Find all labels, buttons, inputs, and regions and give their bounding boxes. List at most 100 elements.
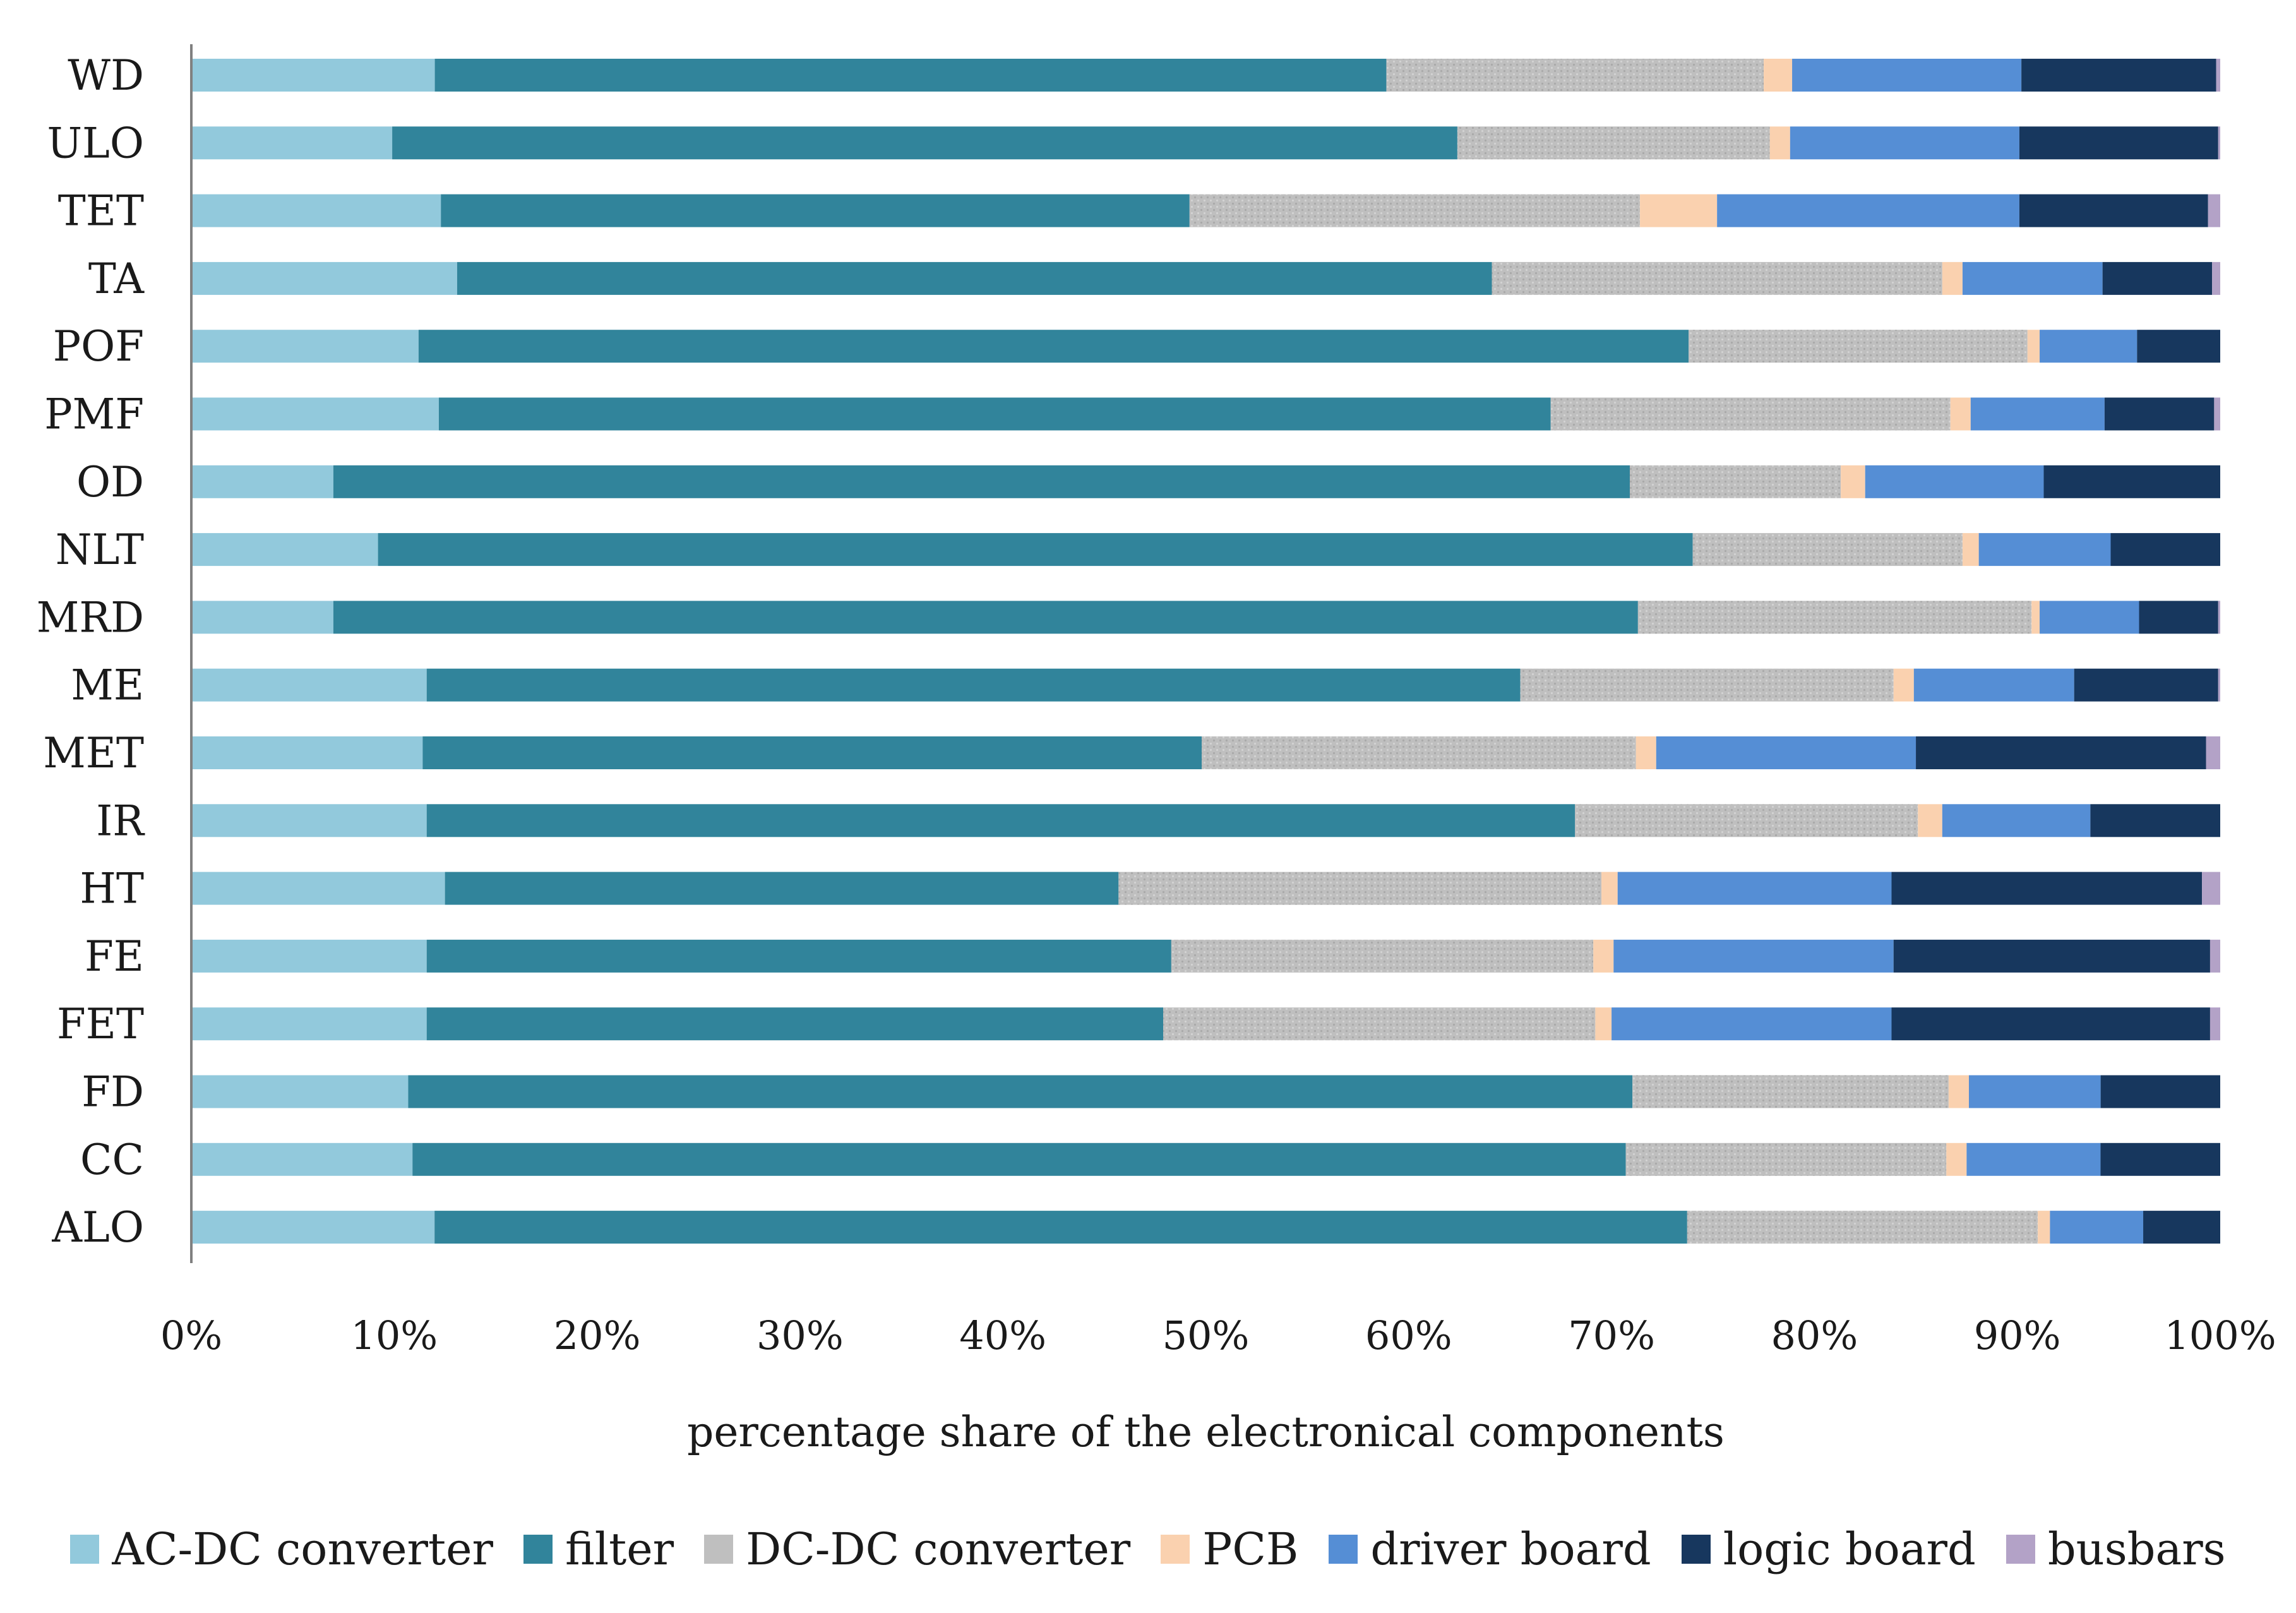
legend-label: DC-DC converter <box>746 1523 1131 1575</box>
category-label: ULO <box>47 119 144 167</box>
bar-ir-logic-board <box>2090 804 2220 837</box>
bar-cc-logic-board <box>2100 1142 2220 1176</box>
bar-ta-pcb <box>1942 261 1963 295</box>
x-axis-ticks: 0% 10% 20% 30% 40% 50% 60% 70% 80% 90% 100% <box>160 1312 2276 1358</box>
legend-label: driver board <box>1370 1523 1651 1575</box>
bar-me-ac-dc-converter <box>191 668 427 702</box>
bar-ht-busbars <box>2202 872 2220 905</box>
bar-fe-ac-dc-converter <box>191 939 427 973</box>
bar-tet-dc-dc-converter <box>1189 194 1641 227</box>
legend-swatch <box>1681 1535 1711 1564</box>
category-label: MET <box>43 729 144 777</box>
bar-wd-driver-board <box>1792 59 2022 92</box>
bar-ta-ac-dc-converter <box>191 261 457 295</box>
legend-item: AC-DC converter <box>70 1523 493 1575</box>
bar-ta-driver-board <box>1962 261 2103 295</box>
bar-ta-dc-dc-converter <box>1492 261 1942 295</box>
bar-wd-logic-board <box>2021 59 2216 92</box>
bar-tet-ac-dc-converter <box>191 194 441 227</box>
category-label: PMF <box>44 390 144 439</box>
bar-nlt-driver-board <box>1978 533 2111 567</box>
bar-alo-logic-board <box>2143 1211 2220 1244</box>
bar-ht-filter <box>445 872 1119 905</box>
legend-label: logic board <box>1723 1523 1976 1575</box>
legend: AC-DC converter filter DC-DC converter PCB d… <box>0 1523 2296 1575</box>
bar-fet-ac-dc-converter <box>191 1007 427 1041</box>
bar-ir-driver-board <box>1942 804 2091 837</box>
bar-mrd-ac-dc-converter <box>191 601 333 634</box>
bar-fd-logic-board <box>2100 1075 2220 1108</box>
bar-ulo-filter <box>392 126 1457 160</box>
legend-label: AC-DC converter <box>112 1523 493 1575</box>
bar-alo-ac-dc-converter <box>191 1211 435 1244</box>
legend-label: busbars <box>2047 1523 2226 1575</box>
legend-swatch <box>70 1535 100 1564</box>
bar-tet-logic-board <box>2019 194 2208 227</box>
bar-od-ac-dc-converter <box>191 465 333 498</box>
bar-fe-busbars <box>2209 939 2220 973</box>
bar-cc-dc-dc-converter <box>1625 1142 1947 1176</box>
bar-fet-driver-board <box>1611 1007 1892 1041</box>
bar-fet-pcb <box>1595 1007 1612 1041</box>
bar-mrd-busbars <box>2218 601 2220 634</box>
bar-ulo-ac-dc-converter <box>191 126 393 160</box>
bar-ir-filter <box>426 804 1576 837</box>
bar-tet-pcb <box>1640 194 1718 227</box>
bar-me-pcb <box>1893 668 1914 702</box>
bar-od-logic-board <box>2043 465 2220 498</box>
legend-item: PCB <box>1161 1523 1298 1575</box>
bar-tet-driver-board <box>1717 194 2019 227</box>
bar-alo-filter <box>434 1211 1687 1244</box>
bar-mrd-pcb <box>2031 601 2040 634</box>
category-label: CC <box>80 1136 144 1184</box>
bar-wd-busbars <box>2216 59 2220 92</box>
bar-mrd-filter <box>333 601 1638 634</box>
category-label: FD <box>81 1068 144 1117</box>
legend-item: busbars <box>2006 1523 2226 1575</box>
bar-met-driver-board <box>1656 736 1916 769</box>
x-tick-label: 0% <box>160 1312 222 1358</box>
bar-pof-pcb <box>2027 330 2040 363</box>
bar-ta-filter <box>457 261 1492 295</box>
bar-fe-logic-board <box>1893 939 2210 973</box>
bar-me-driver-board <box>1913 668 2074 702</box>
bar-pof-logic-board <box>2137 330 2220 363</box>
legend-swatch <box>1161 1535 1190 1564</box>
bar-fet-dc-dc-converter <box>1163 1007 1596 1041</box>
legend-item: DC-DC converter <box>704 1523 1130 1575</box>
bar-mrd-driver-board <box>2040 601 2139 634</box>
bar-wd-ac-dc-converter <box>191 59 435 92</box>
legend-swatch <box>523 1535 553 1564</box>
bar-pmf-ac-dc-converter <box>191 397 439 431</box>
legend-swatch <box>704 1535 734 1564</box>
bar-fd-filter <box>408 1075 1633 1108</box>
bar-alo-pcb <box>2038 1211 2050 1244</box>
bar-pmf-logic-board <box>2104 397 2215 431</box>
bar-fet-busbars <box>2209 1007 2220 1041</box>
bar-pmf-filter <box>438 397 1551 431</box>
legend-item: filter <box>523 1523 674 1575</box>
category-label: HT <box>80 865 144 913</box>
bar-nlt-dc-dc-converter <box>1692 533 1963 567</box>
bar-od-pcb <box>1841 465 1865 498</box>
x-tick-label: 30% <box>756 1312 844 1358</box>
bar-me-dc-dc-converter <box>1520 668 1894 702</box>
bar-ht-dc-dc-converter <box>1118 872 1602 905</box>
bar-fe-filter <box>426 939 1171 973</box>
bar-met-ac-dc-converter <box>191 736 423 769</box>
x-tick-label: 90% <box>1974 1312 2061 1358</box>
legend-label: PCB <box>1202 1523 1299 1575</box>
bar-ulo-driver-board <box>1790 126 2019 160</box>
x-axis-title: percentage share of the electronical com… <box>687 1408 1725 1456</box>
bar-me-filter <box>426 668 1521 702</box>
x-tick-label: 10% <box>350 1312 438 1358</box>
bar-ulo-busbars <box>2218 126 2220 160</box>
bar-ulo-logic-board <box>2019 126 2218 160</box>
bar-fd-dc-dc-converter <box>1632 1075 1949 1108</box>
x-tick-label: 80% <box>1771 1312 1858 1358</box>
category-label: ME <box>71 661 144 710</box>
x-tick-label: 20% <box>554 1312 641 1358</box>
category-label: TA <box>88 255 145 303</box>
bar-ta-busbars <box>2212 261 2220 295</box>
